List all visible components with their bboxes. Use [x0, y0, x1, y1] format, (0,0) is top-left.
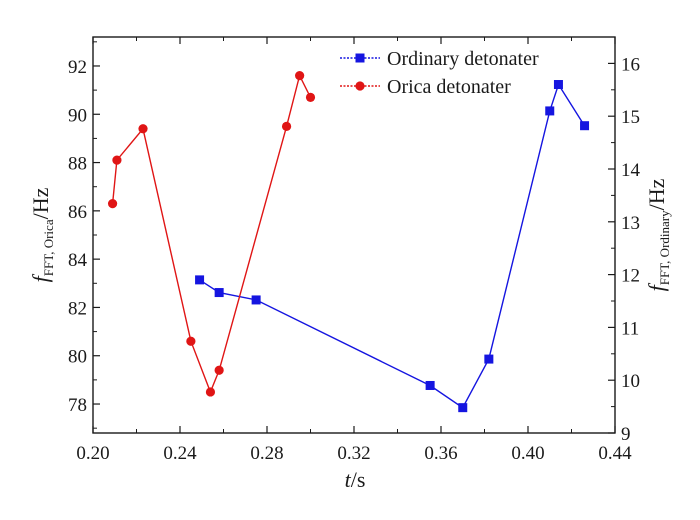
x-tick-label: 0.20 [76, 443, 109, 464]
series-orica [107, 71, 316, 397]
data-point-ordinary [214, 288, 224, 298]
tick-labels: 0.20 0.24 0.28 0.32 0.36 0.40 0.44 78 80 82 84 86 88… [68, 54, 641, 464]
left-y-tick-label: 82 [68, 298, 87, 319]
x-tick-label: 0.24 [163, 443, 197, 464]
right-y-tick-label: 11 [621, 318, 639, 339]
left-y-tick-label: 84 [68, 250, 88, 271]
data-point-ordinary [545, 106, 555, 116]
data-point-orica [214, 365, 224, 375]
right-axis-title: fFFT, Ordinary/Hz [644, 178, 672, 291]
x-axis-title: t/s [345, 467, 366, 492]
data-point-orica [138, 124, 148, 134]
data-point-ordinary [484, 354, 494, 364]
data-point-orica [295, 71, 305, 81]
data-point-orica [112, 155, 122, 165]
right-y-tick-label: 15 [621, 107, 640, 128]
data-point-orica [205, 387, 216, 397]
data-point-ordinary [553, 80, 563, 90]
right-y-tick-label: 9 [621, 424, 631, 445]
data-point-ordinary [251, 295, 261, 305]
data-point-ordinary [425, 380, 435, 390]
legend-label-ordinary: Ordinary detonater [387, 48, 539, 70]
right-y-tick-label: 14 [621, 160, 641, 181]
axes [92, 36, 616, 434]
data-point-ordinary [458, 403, 468, 413]
series-ordinary [195, 80, 590, 413]
legend-marker-orica [355, 81, 365, 91]
series-line-ordinary [199, 82, 586, 409]
plot-frame [92, 36, 616, 434]
left-y-tick-label: 86 [68, 202, 87, 223]
left-y-tick-label: 80 [68, 347, 87, 368]
legend: Ordinary detonater Orica detonater [340, 48, 539, 98]
right-y-tick-label: 16 [621, 54, 640, 75]
left-y-tick-label: 88 [68, 154, 87, 175]
left-y-tick-label: 92 [68, 57, 87, 78]
x-tick-label: 0.44 [598, 443, 632, 464]
left-y-tick-label: 90 [68, 105, 87, 126]
x-tick-label: 0.28 [250, 443, 283, 464]
legend-label-orica: Orica detonater [387, 76, 511, 98]
data-point-orica [186, 336, 196, 346]
data-point-orica [305, 92, 316, 102]
data-point-orica [281, 121, 292, 131]
x-tick-label: 0.40 [511, 443, 544, 464]
legend-marker-ordinary [355, 53, 365, 63]
left-y-tick-label: 78 [68, 395, 87, 416]
right-y-tick-label: 13 [621, 213, 640, 234]
left-axis-title: fFFT, Orica/Hz [28, 187, 56, 282]
x-tick-label: 0.32 [337, 443, 370, 464]
data-point-ordinary [195, 275, 205, 285]
x-tick-label: 0.36 [424, 443, 457, 464]
right-y-tick-label: 12 [621, 266, 640, 287]
series-layer [107, 71, 590, 413]
right-y-tick-label: 10 [621, 371, 640, 392]
series-line-orica [111, 73, 312, 394]
data-point-orica [107, 199, 118, 209]
data-point-ordinary [580, 121, 590, 131]
